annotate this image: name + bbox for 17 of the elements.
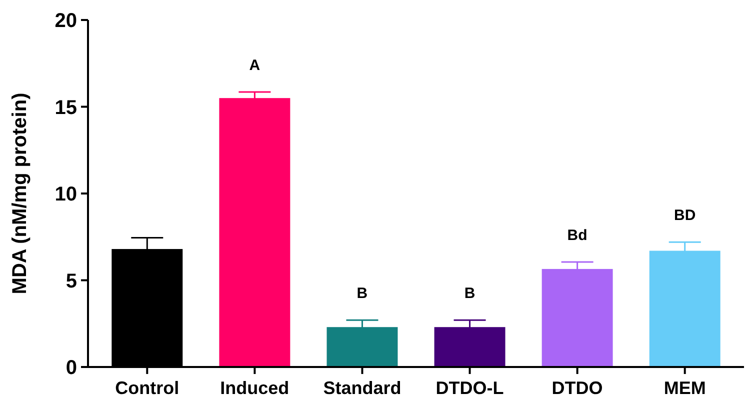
y-tick-label: 5 — [66, 270, 77, 292]
data-label: BD — [674, 207, 696, 224]
x-tick-label: DTDO — [552, 378, 603, 398]
data-label: B — [356, 285, 368, 302]
data-label: A — [249, 57, 260, 74]
y-tick-label: 20 — [54, 10, 77, 32]
x-tick-label: Induced — [220, 378, 290, 398]
y-tick-label: 15 — [54, 96, 77, 119]
data-label: B — [464, 285, 476, 302]
y-tick-label: 0 — [66, 357, 77, 379]
x-tick-label: DTDO-L — [436, 378, 504, 398]
x-tick-label: Control — [115, 378, 180, 398]
x-tick-label: Standard — [323, 378, 402, 398]
x-tick-label: MEM — [664, 378, 706, 398]
data-label: Bd — [567, 227, 588, 244]
y-axis-title: MDA (nM/mg protein) — [9, 92, 31, 294]
y-tick-label: 10 — [54, 184, 77, 206]
